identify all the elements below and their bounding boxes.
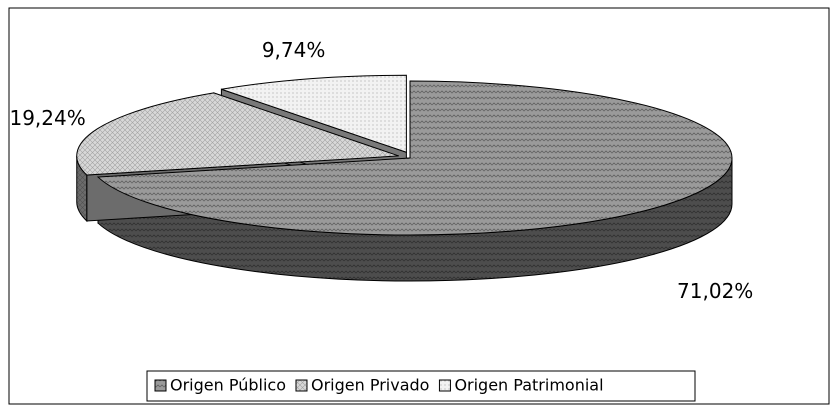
legend-swatch-texture — [155, 380, 166, 391]
legend-label: Origen Patrimonial — [454, 376, 603, 395]
legend-label: Origen Público — [170, 376, 286, 395]
data-label: 9,74% — [262, 38, 326, 62]
data-label: 71,02% — [677, 279, 753, 303]
slice-side-texture — [98, 158, 733, 282]
legend-label: Origen Privado — [311, 376, 429, 395]
slice-texture — [98, 81, 733, 236]
legend-swatch-texture — [439, 380, 451, 391]
slice-texture — [76, 92, 399, 175]
legend-frame — [146, 370, 696, 402]
data-label: 19,24% — [9, 106, 85, 130]
legend-swatch-texture — [295, 380, 307, 391]
slice-texture — [221, 75, 407, 153]
slice-side-texture — [76, 155, 87, 221]
